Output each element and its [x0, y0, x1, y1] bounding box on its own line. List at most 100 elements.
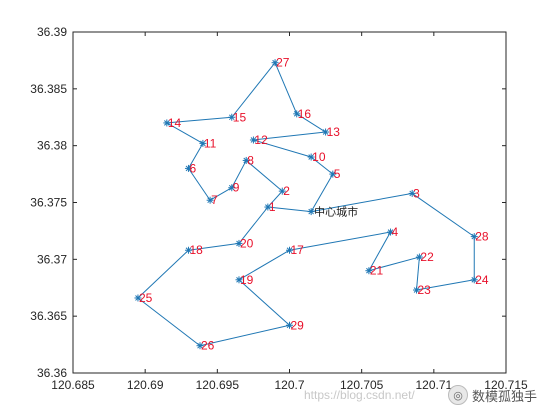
y-tick-label: 36.38: [37, 139, 67, 153]
route-segment: [267, 190, 283, 208]
y-tick-label: 36.375: [30, 196, 67, 210]
route-segment: [188, 242, 240, 251]
point-marker: [228, 184, 236, 192]
route-segment: [368, 256, 420, 272]
point-label: 22: [420, 250, 434, 264]
route-segment: [310, 173, 334, 212]
route-segment: [137, 249, 189, 299]
center-marker: [307, 208, 315, 216]
watermark-brand: ◎ 数模孤独手: [448, 385, 537, 405]
x-tick-label: 120.705: [340, 378, 384, 392]
point-label: 17: [291, 243, 305, 257]
point-marker: [413, 286, 421, 294]
point-label: 7: [211, 193, 218, 207]
point-label: 11: [204, 136, 217, 150]
wechat-icon: ◎: [448, 385, 468, 405]
point-marker: [470, 276, 478, 284]
point-marker: [264, 203, 272, 211]
watermark-url: https://blog.csdn.net/: [304, 388, 415, 402]
y-tick-label: 36.39: [37, 25, 67, 39]
route-segment: [188, 168, 211, 201]
point-marker: [470, 233, 478, 241]
point-marker: [286, 321, 293, 329]
point-marker: [206, 196, 214, 204]
point-label: 15: [233, 110, 247, 124]
point-label: 9: [233, 181, 240, 195]
point-label: 20: [240, 236, 254, 250]
point-marker: [184, 246, 192, 254]
point-label: 14: [168, 116, 182, 130]
route-segment: [188, 143, 204, 169]
point-label: 5: [334, 167, 341, 181]
point-marker: [163, 119, 171, 127]
point-marker: [365, 267, 373, 275]
route-segment: [310, 156, 334, 175]
point-label: 29: [291, 318, 305, 332]
point-label: 21: [370, 264, 384, 278]
point-marker: [196, 342, 204, 350]
point-marker: [322, 128, 330, 136]
point-marker: [387, 228, 395, 236]
point-label: 10: [312, 150, 326, 164]
route-segment: [231, 160, 247, 188]
point-label: 4: [392, 225, 399, 239]
point-marker: [278, 187, 286, 195]
x-tick-label: 120.685: [51, 378, 95, 392]
point-label: 25: [139, 291, 153, 305]
x-tick-label: 120.7: [274, 378, 304, 392]
point-label: 3: [413, 186, 420, 200]
x-tick-label: 120.715: [484, 378, 528, 392]
point-marker: [199, 139, 207, 147]
route-segment: [253, 131, 326, 141]
y-tick-label: 36.37: [37, 252, 67, 266]
point-label: 6: [189, 161, 196, 175]
route-segment: [137, 297, 201, 347]
point-label: 26: [201, 339, 215, 353]
point-marker: [415, 253, 423, 261]
route-segment: [411, 192, 475, 238]
x-tick-label: 120.71: [415, 378, 452, 392]
route-segment: [209, 187, 233, 201]
route-segment: [231, 62, 276, 118]
point-marker: [228, 113, 236, 121]
route-segment: [166, 116, 232, 124]
point-marker: [293, 110, 301, 118]
y-tick-label: 36.36: [37, 366, 67, 380]
route-segment: [253, 139, 312, 158]
point-label: 12: [254, 133, 268, 147]
route-segment: [199, 324, 290, 347]
center-label: 中心城市: [314, 205, 358, 219]
watermark-brand-label: 数模孤独手: [472, 389, 538, 405]
point-marker: [235, 239, 243, 247]
route-segment: [416, 279, 475, 291]
x-tick-label: 120.695: [196, 378, 240, 392]
point-label: 28: [475, 230, 489, 244]
point-marker: [271, 59, 279, 67]
point-label: 18: [189, 243, 203, 257]
point-markers: [134, 59, 478, 350]
route-segment: [267, 206, 312, 213]
point-label: 8: [247, 153, 254, 167]
point-label: 24: [475, 273, 489, 287]
route-segment: [238, 249, 290, 281]
route-lines: [137, 62, 475, 347]
point-marker: [249, 136, 257, 144]
point-label: 19: [240, 273, 254, 287]
point-marker: [286, 246, 293, 254]
point-marker: [134, 294, 142, 302]
point-marker: [242, 156, 250, 164]
point-marker: [329, 170, 337, 178]
x-tick-label: 120.69: [127, 378, 164, 392]
point-marker: [307, 153, 315, 161]
route-segment: [311, 192, 413, 213]
route-segment: [166, 122, 204, 144]
point-label: 23: [418, 283, 432, 297]
route-segment: [368, 231, 391, 271]
y-tick-label: 36.385: [30, 82, 67, 96]
route-segment: [238, 206, 269, 244]
point-marker: [408, 189, 416, 197]
point-label: 1: [269, 200, 276, 214]
plot-area: [72, 31, 507, 374]
